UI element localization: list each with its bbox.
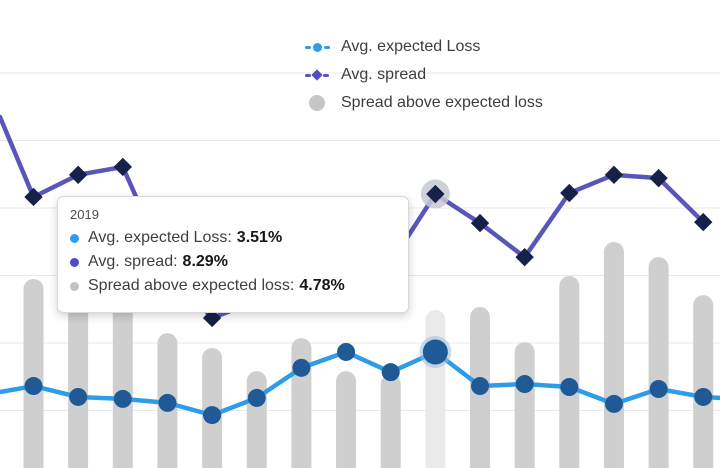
diamond-marker[interactable] [470,213,490,233]
bar[interactable] [648,257,669,468]
circle-marker[interactable] [292,358,311,377]
diamond-marker[interactable] [604,165,624,185]
diamond-marker[interactable] [649,168,668,188]
circle-marker[interactable] [337,342,356,361]
tooltip-label: Avg. expected Loss: [88,229,232,246]
bar[interactable] [693,295,714,468]
diamond-marker[interactable] [515,247,534,267]
legend-item-avg-spread[interactable]: Avg. spread [300,61,543,89]
diamond-marker[interactable] [113,157,132,177]
legend-label: Avg. expected Loss [341,38,481,55]
tooltip-value: 4.78% [299,277,345,294]
expected-loss-bullet-icon [70,233,79,243]
circle-marker[interactable] [694,387,713,406]
expected-loss-legend-marker-icon [300,42,334,52]
legend-label: Avg. spread [341,66,427,83]
bar[interactable] [246,371,267,468]
bar[interactable] [291,338,312,468]
diamond-marker[interactable] [68,165,88,185]
tooltip-value: 3.51% [236,229,283,246]
tooltip-label: Avg. spread: [88,253,178,270]
spread-above-bullet-icon [70,281,79,291]
legend-item-spread-above[interactable]: Spread above expected loss [300,89,543,117]
diamond-marker[interactable] [202,308,222,328]
circle-marker[interactable] [69,387,88,406]
spread-above-legend-marker-icon [300,95,334,111]
legend-label: Spread above expected loss [341,94,543,111]
bar[interactable] [380,374,401,468]
circle-marker[interactable] [158,393,177,412]
spread-legend-marker-icon [300,69,334,81]
circle-marker[interactable] [247,388,266,407]
circle-marker[interactable] [381,363,400,382]
circle-marker[interactable] [560,378,579,397]
tooltip-label: Spread above expected loss: [88,277,295,294]
circle-marker[interactable] [649,380,668,399]
bar[interactable] [603,241,624,468]
circle-marker[interactable] [203,406,222,425]
legend: Avg. expected Loss Avg. spread Spread ab… [300,33,543,117]
diamond-marker[interactable] [24,187,43,207]
tooltip-row-spread-above: Spread above expected loss: 4.78% [70,274,396,298]
bar[interactable] [514,342,535,468]
circle-marker[interactable] [422,339,448,365]
tooltip-row-expected-loss: Avg. expected Loss: 3.51% [70,226,396,250]
diamond-marker[interactable] [426,184,445,204]
tooltip-title: 2019 [70,207,99,222]
diamond-marker[interactable] [560,183,579,203]
bar[interactable] [23,278,44,468]
circle-marker[interactable] [515,375,534,394]
spread-bullet-icon [70,257,79,267]
chart-tooltip: 2019 Avg. expected Loss: 3.51% Avg. spre… [57,196,409,313]
bar[interactable] [559,275,580,468]
circle-marker[interactable] [471,377,489,396]
bar[interactable] [425,310,446,468]
tooltip-value: 8.29% [182,253,228,270]
diamond-marker[interactable] [694,212,713,232]
circle-marker[interactable] [604,394,623,413]
tooltip-row-avg-spread: Avg. spread: 8.29% [70,250,396,274]
bar[interactable] [336,371,357,468]
circle-marker[interactable] [113,389,132,408]
legend-item-avg-expected-loss[interactable]: Avg. expected Loss [300,33,543,61]
circle-marker[interactable] [24,377,43,396]
